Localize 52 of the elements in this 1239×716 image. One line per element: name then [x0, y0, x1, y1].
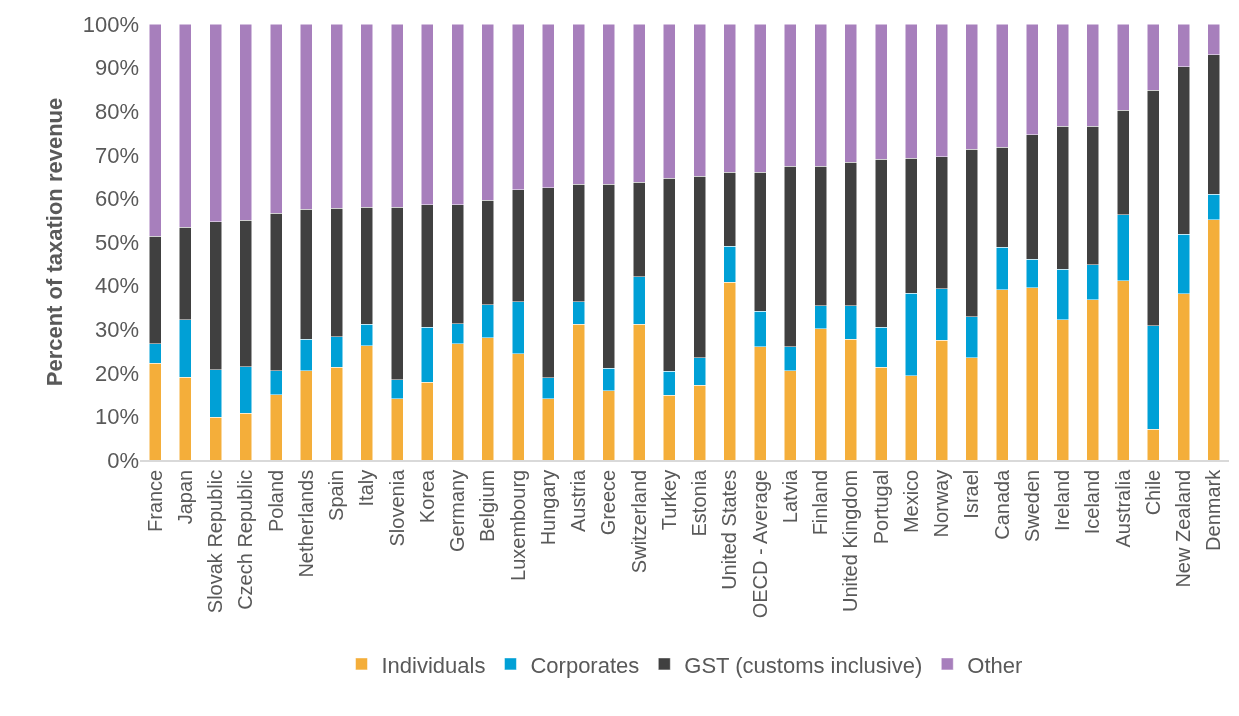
x-tick-label: Switzerland: [627, 469, 650, 574]
x-tick-label: Australia: [1111, 468, 1134, 548]
x-tick-label: Spain: [325, 469, 348, 521]
y-tick-label: 80%: [94, 98, 139, 124]
x-tick-label: United States: [718, 469, 741, 590]
y-tick-label: 90%: [94, 55, 139, 81]
x-tick-label: Latvia: [778, 468, 801, 524]
x-tick-label: Iceland: [1081, 469, 1104, 535]
x-tick-label: Turkey: [657, 469, 680, 531]
y-tick-label: 60%: [94, 186, 139, 212]
x-tick-label: Korea: [415, 468, 438, 524]
x-tick-label: Canada: [990, 468, 1013, 540]
x-tick-label: OECD - Average: [748, 469, 771, 619]
x-tick-label: Belgium: [476, 469, 499, 543]
x-tick-label: Chile: [1141, 469, 1164, 516]
y-axis-title: Percent of taxation revenue: [41, 97, 67, 387]
x-tick-label: Slovenia: [385, 468, 408, 547]
x-tick-label: Slovak Republic: [204, 469, 227, 614]
x-tick-label: Luxembourg: [506, 469, 529, 581]
x-tick-label: Sweden: [1020, 469, 1043, 543]
x-tick-label: Estonia: [688, 468, 711, 537]
x-tick-label: Mexico: [899, 469, 922, 534]
legend-label: Corporates: [530, 652, 640, 678]
y-tick-label: 100%: [82, 11, 139, 37]
x-tick-label: New Zealand: [1172, 469, 1195, 588]
y-tick-label: 70%: [94, 142, 139, 168]
x-tick-label: Hungary: [536, 469, 559, 546]
x-tick-label: Norway: [930, 469, 953, 538]
y-tick-label: 40%: [94, 273, 139, 299]
x-tick-label: France: [143, 469, 166, 532]
legend-label: Other: [967, 652, 1023, 678]
x-tick-label: United Kingdom: [839, 469, 862, 613]
x-tick-label: Germany: [446, 469, 469, 552]
x-tick-label: Portugal: [869, 469, 892, 545]
x-tick-label: Greece: [597, 469, 620, 536]
x-tick-label: Denmark: [1202, 468, 1225, 551]
x-tick-label: Poland: [264, 469, 287, 533]
y-tick-label: 20%: [94, 360, 139, 386]
y-tick-label: 0%: [107, 447, 139, 473]
legend-label: Individuals: [381, 652, 486, 678]
x-tick-label: Finland: [809, 469, 832, 536]
legend-label: GST (customs inclusive): [684, 652, 923, 678]
y-tick-label: 50%: [94, 229, 139, 255]
x-tick-label: Ireland: [1051, 469, 1074, 531]
x-tick-label: Israel: [960, 469, 983, 519]
x-tick-label: Austria: [567, 468, 590, 532]
x-tick-label: Netherlands: [294, 469, 317, 578]
y-tick-label: 10%: [94, 404, 139, 430]
x-tick-label: Czech Republic: [234, 469, 257, 610]
y-tick-label: 30%: [94, 316, 139, 342]
x-tick-label: Japan: [173, 469, 196, 525]
x-tick-label: Italy: [355, 469, 378, 507]
